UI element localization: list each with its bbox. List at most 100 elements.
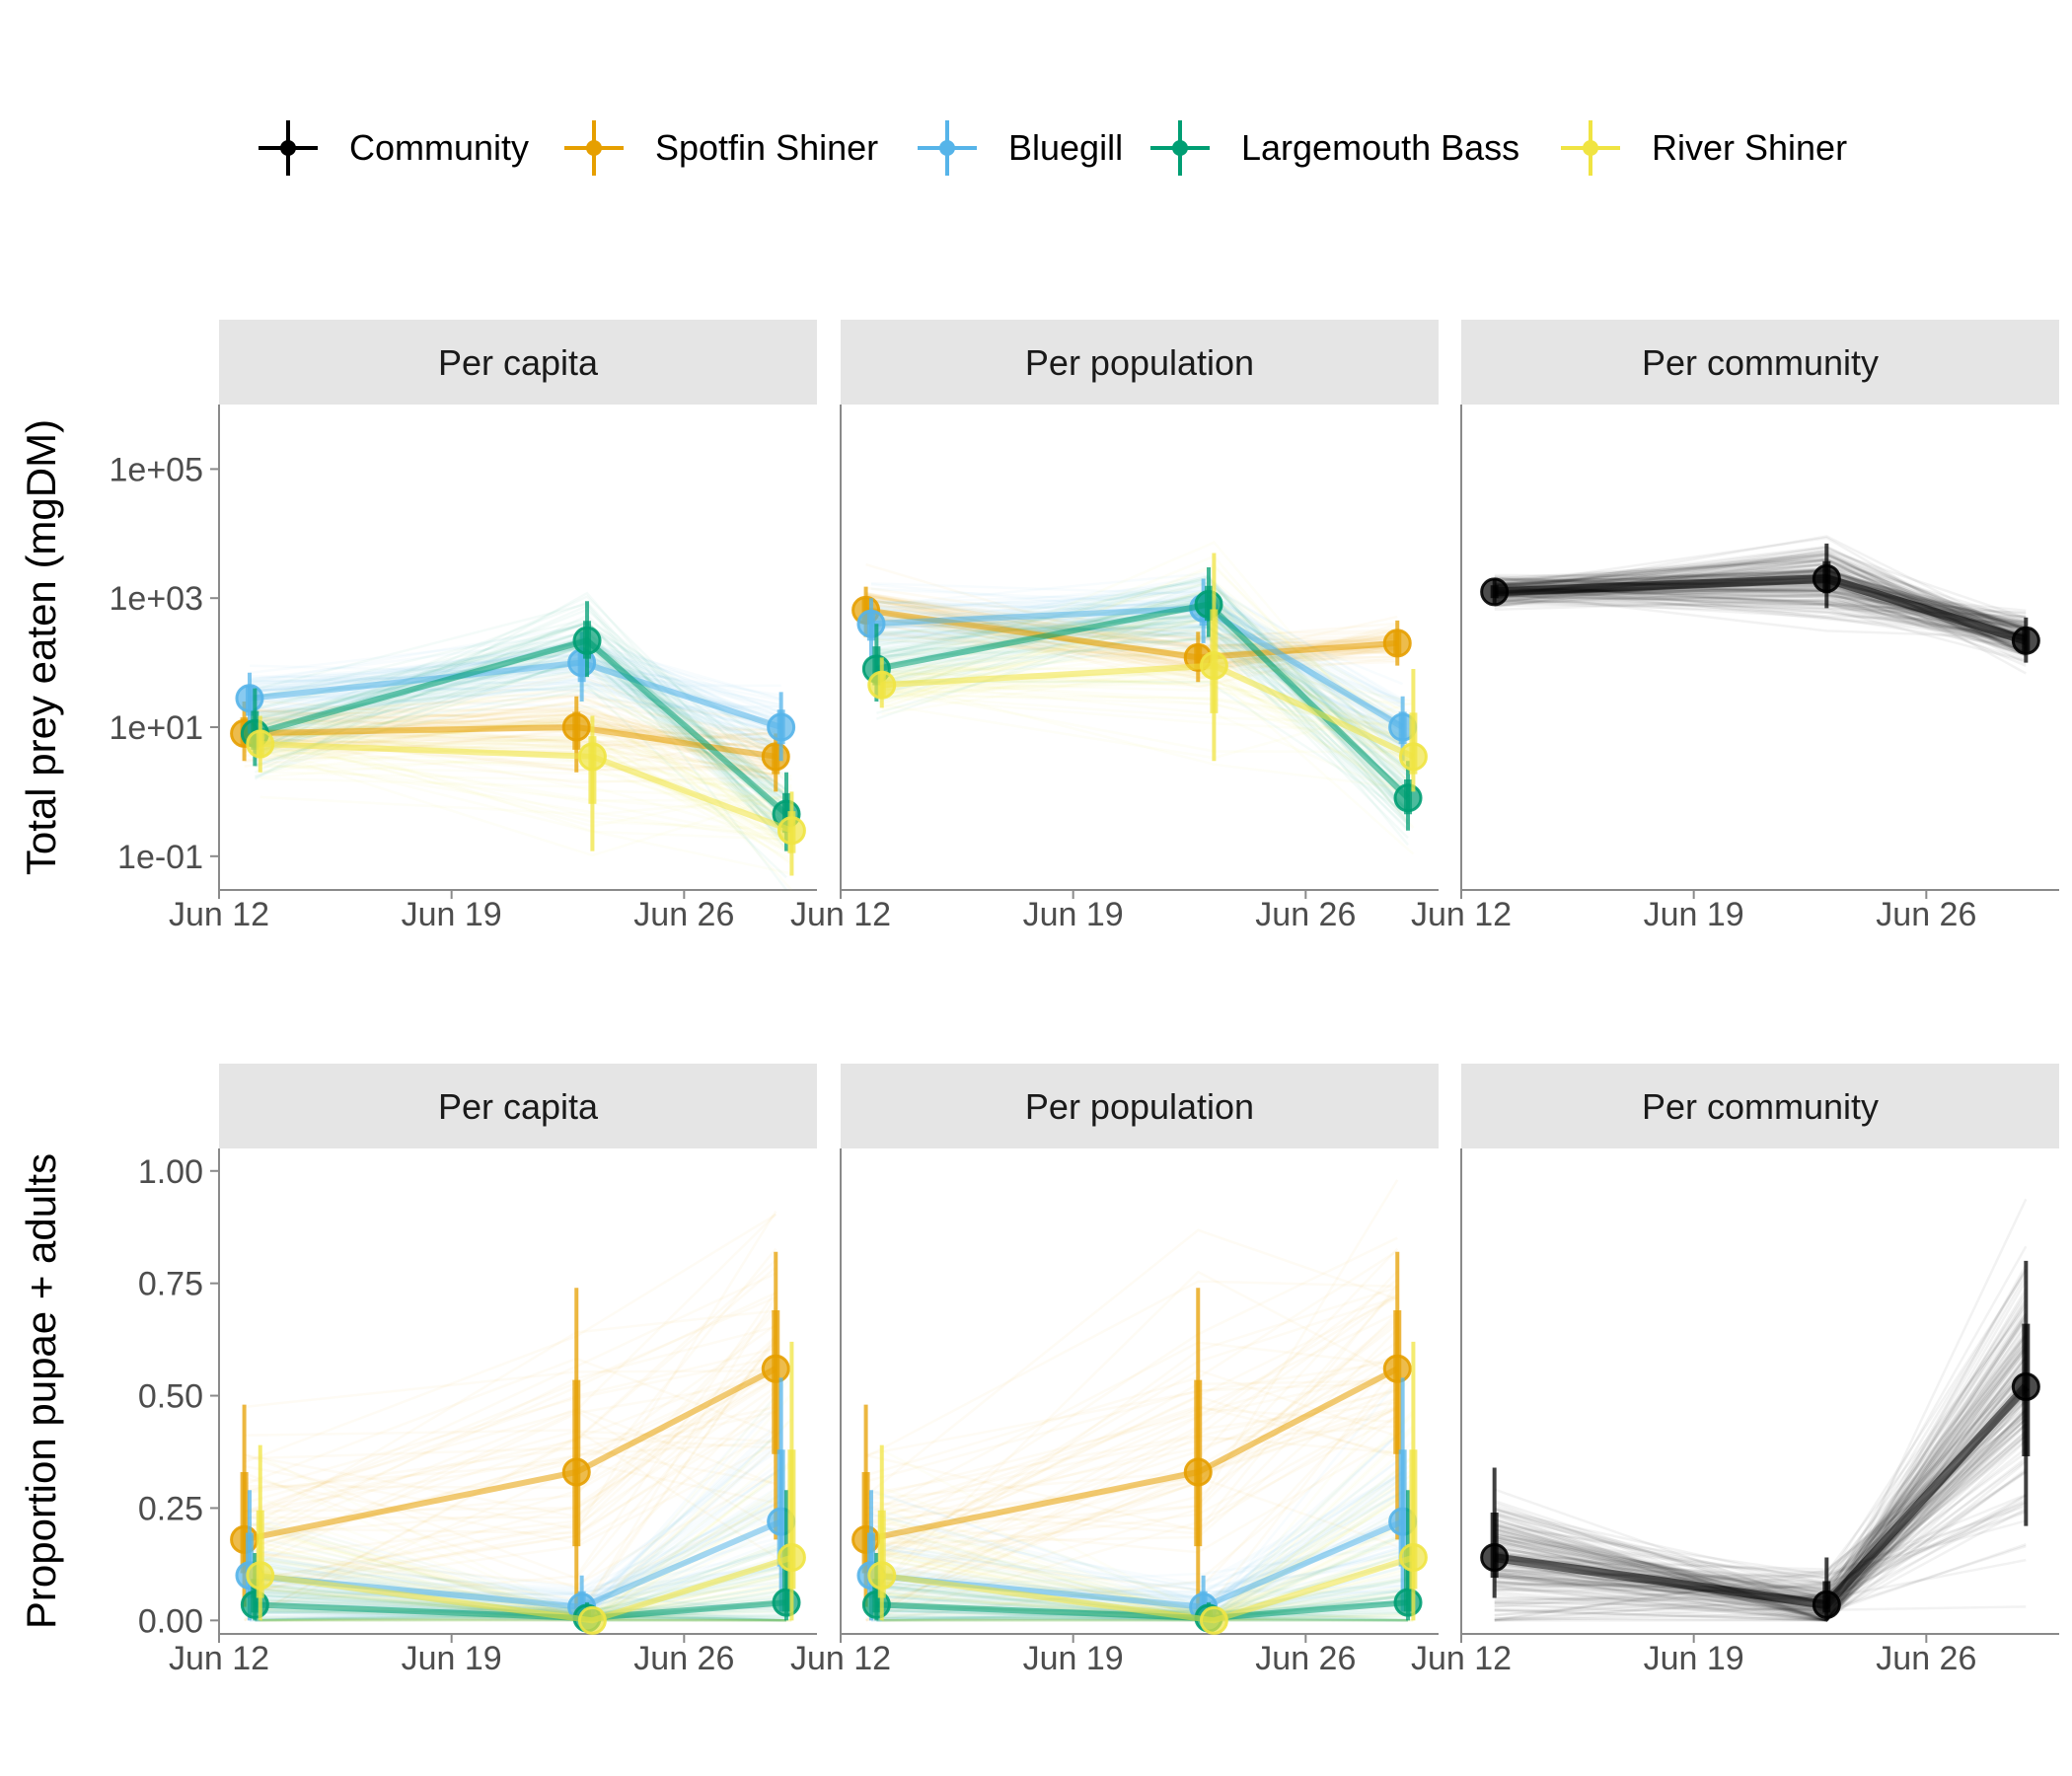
- draw-line: [1494, 587, 2027, 619]
- legend-label: Spotfin Shiner: [655, 127, 878, 168]
- data-point: [1393, 1588, 1423, 1617]
- panel-per-capita-row-1: Per capita Jun 12 Jun 19 Jun 26 1e-01 1e+01 1e…: [110, 320, 817, 933]
- legend-label: River Shiner: [1652, 127, 1847, 168]
- draw-line: [244, 737, 777, 784]
- y-axis-title: Proportion pupae + adults: [18, 1153, 64, 1629]
- draw-line: [1494, 593, 2027, 638]
- x-tick-label: Jun 19: [1644, 896, 1744, 933]
- draw-line: [259, 682, 793, 810]
- draw-line: [259, 689, 793, 812]
- series-river-shiner: [246, 1341, 806, 1635]
- legend-key-dot: [280, 140, 296, 156]
- draw-line: [254, 595, 787, 797]
- panel-per-capita-row-2: Per capita Jun 12 Jun 19 Jun 26 0.00 0.25 0.50…: [138, 1064, 817, 1677]
- data-point: [1199, 651, 1228, 681]
- data-point: [246, 729, 275, 759]
- legend-key-dot: [939, 140, 955, 156]
- data-point: [561, 712, 591, 742]
- x-tick-label: Jun 19: [1023, 1640, 1124, 1677]
- panel-strip: [1461, 320, 2059, 405]
- draw-line: [244, 694, 777, 745]
- data-point: [1398, 742, 1428, 772]
- data-point: [761, 742, 790, 772]
- legend-label: Largemouth Bass: [1241, 127, 1519, 168]
- panel-per-community-row-1: Per community Jun 12 Jun 19 Jun 26: [1411, 320, 2059, 933]
- y-tick-label: 0.50: [138, 1378, 203, 1416]
- draw-line: [1494, 585, 2027, 641]
- draw-line: [259, 704, 793, 838]
- draw-line: [1494, 601, 2027, 637]
- x-tick-label: Jun 12: [1411, 1640, 1512, 1677]
- data-point: [1199, 1605, 1228, 1635]
- data-point: [1382, 1354, 1412, 1383]
- draw-line: [249, 625, 782, 733]
- data-point: [572, 626, 602, 655]
- draw-line: [1494, 590, 2027, 639]
- x-tick-label: Jun 19: [402, 896, 502, 933]
- draw-line: [864, 1228, 1398, 1498]
- draws-community: [1494, 535, 2027, 675]
- panel-strip: [841, 320, 1439, 405]
- panel-strip-label: Per capita: [438, 1086, 599, 1127]
- data-point: [767, 712, 796, 742]
- legend-label: Bluegill: [1008, 127, 1123, 168]
- legend-key-dot: [1583, 140, 1598, 156]
- draw-line: [881, 678, 1414, 791]
- panel-strip-label: Per population: [1025, 342, 1254, 383]
- draw-line: [876, 646, 1409, 813]
- draw-line: [881, 541, 1415, 779]
- draw-line: [244, 688, 777, 753]
- row-labels: Total prey eaten (mgDM) Proportion pupae …: [18, 419, 64, 1629]
- data-point: [577, 742, 607, 772]
- panel-strip: [219, 320, 817, 405]
- panel-strip: [841, 1064, 1439, 1148]
- data-point: [235, 684, 264, 713]
- series-spotfin-shiner: [230, 1251, 790, 1621]
- data-point: [1480, 1543, 1510, 1573]
- draw-line: [865, 1280, 1398, 1458]
- draw-line: [244, 693, 777, 784]
- x-tick-label: Jun 26: [1255, 896, 1356, 933]
- series-river-shiner: [867, 1341, 1428, 1635]
- x-tick-label: Jun 12: [790, 1640, 891, 1677]
- y-tick-label: 0.00: [138, 1602, 203, 1640]
- draw-line: [1494, 535, 2027, 637]
- panel-strip-label: Per population: [1025, 1086, 1254, 1127]
- x-tick-label: Jun 12: [169, 1640, 269, 1677]
- panel-strip-label: Per capita: [438, 342, 599, 383]
- draw-line: [1494, 596, 2027, 650]
- panel-strip-label: Per community: [1642, 1086, 1879, 1127]
- data-point: [761, 1354, 790, 1383]
- x-tick-label: Jun 19: [1023, 896, 1124, 933]
- legend-item-bluegill: Bluegill: [918, 120, 1123, 176]
- data-point: [772, 1588, 801, 1617]
- data-point: [561, 1457, 591, 1487]
- y-tick-label: 0.25: [138, 1490, 203, 1527]
- series-river-shiner: [867, 553, 1428, 792]
- x-tick-label: Jun 19: [402, 1640, 502, 1677]
- series-bluegill: [235, 631, 796, 762]
- data-point: [2011, 1371, 2040, 1401]
- data-point: [1812, 1590, 1841, 1619]
- draw-line: [870, 572, 1404, 756]
- series-community: [1480, 543, 2040, 663]
- panel-per-community-row-2: Per community Jun 12 Jun 19 Jun 26: [1411, 1064, 2059, 1677]
- y-axis-title: Total prey eaten (mgDM): [18, 419, 64, 875]
- x-tick-label: Jun 26: [633, 896, 734, 933]
- data-point: [1398, 1543, 1428, 1573]
- draw-line: [1494, 584, 2027, 640]
- x-tick-label: Jun 26: [633, 1640, 734, 1677]
- data-point: [1812, 564, 1841, 594]
- data-point: [856, 609, 886, 638]
- x-tick-label: Jun 19: [1644, 1640, 1744, 1677]
- data-point: [577, 1605, 607, 1635]
- y-tick-label: 0.75: [138, 1266, 203, 1303]
- draw-line: [255, 684, 787, 879]
- panels: Per capita Jun 12 Jun 19 Jun 26 1e-01 1e+01 1e…: [110, 320, 2059, 1677]
- y-tick-label: 1e+01: [110, 709, 204, 747]
- y-tick-label: 1e+03: [110, 580, 204, 618]
- data-point: [777, 816, 806, 846]
- posterior-draws: [244, 591, 793, 891]
- y-tick-label: 1e-01: [117, 839, 203, 876]
- panel-strip: [1461, 1064, 2059, 1148]
